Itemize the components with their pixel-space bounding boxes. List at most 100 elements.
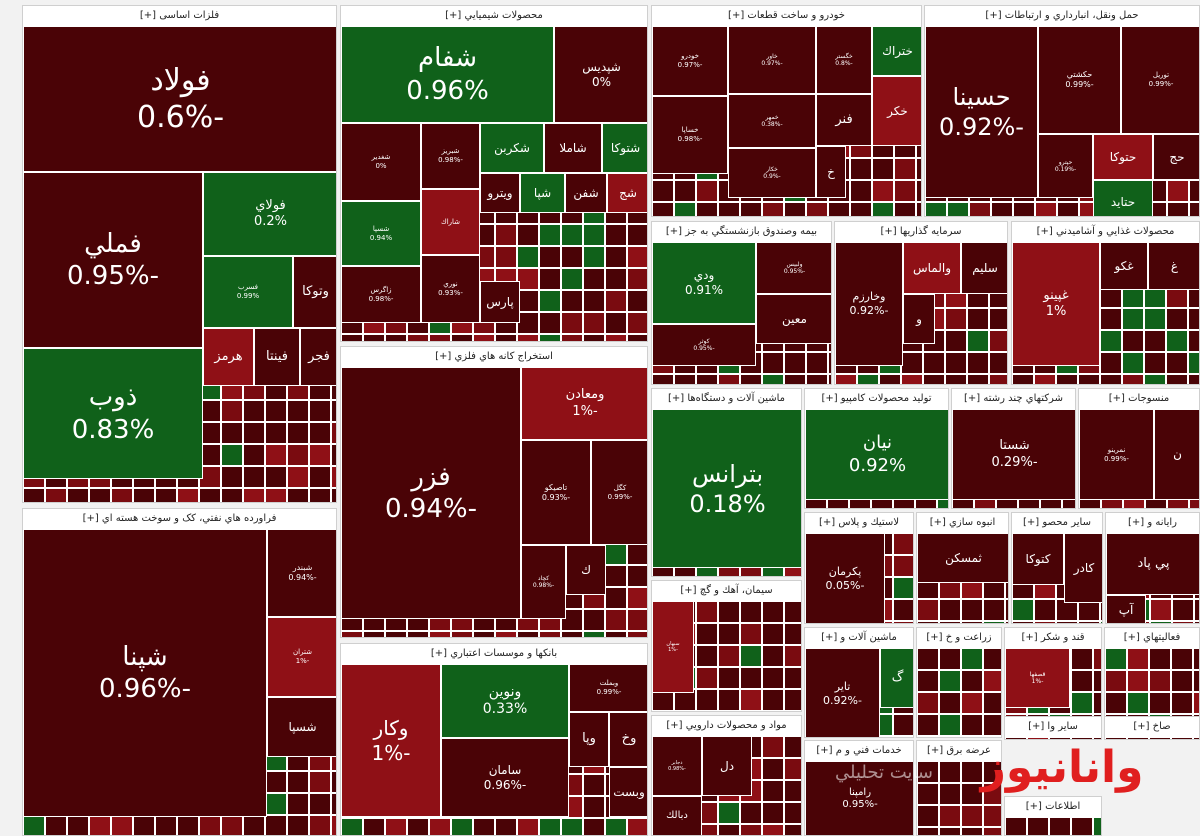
sector-title[interactable]: ساير محصو [+] bbox=[1012, 513, 1102, 533]
sector-title[interactable]: منسوجات [+] bbox=[1079, 389, 1199, 409]
stock-cell[interactable]: وبملت -0.99% bbox=[569, 664, 647, 712]
sector-title[interactable]: سرمايه گذاريها [+] bbox=[835, 222, 1007, 242]
stock-cell[interactable]: شبندر -0.94% bbox=[267, 529, 336, 617]
sector-title[interactable]: فراورده هاي نفتي، كک و سوخت هسته اي [+] bbox=[23, 509, 336, 529]
stock-cell[interactable]: ن bbox=[1154, 409, 1199, 500]
sector-title[interactable]: محصولات غذايي و آشاميدني [+] bbox=[1012, 222, 1199, 242]
sector-title[interactable]: فلزات اساسی [+] bbox=[23, 6, 336, 26]
stock-cell[interactable]: شپا bbox=[520, 173, 565, 213]
stock-cell[interactable]: بترانس 0.18% bbox=[652, 409, 801, 568]
stock-cell[interactable]: پارس bbox=[480, 281, 520, 323]
stock-cell[interactable]: نيان 0.92% bbox=[805, 409, 948, 500]
sector-title[interactable]: محصولات شيميايي [+] bbox=[341, 6, 647, 26]
stock-cell[interactable]: دبالك bbox=[652, 796, 702, 835]
sector-title[interactable]: فعاليتهاي [+] bbox=[1105, 628, 1199, 648]
stock-cell[interactable]: شتران -1% bbox=[267, 617, 336, 697]
stock-cell[interactable]: فينتا bbox=[254, 328, 300, 386]
stock-cell[interactable]: ذوب 0.83% bbox=[23, 348, 203, 479]
stock-cell[interactable]: كادر bbox=[1064, 533, 1102, 603]
stock-cell[interactable]: فنر bbox=[816, 94, 872, 146]
stock-cell[interactable]: شسپا bbox=[267, 697, 336, 757]
stock-cell[interactable]: خودرو -0.97% bbox=[652, 26, 728, 96]
stock-cell[interactable]: كتوكا bbox=[1012, 533, 1064, 585]
sector-title[interactable]: خودرو و ساخت قطعات [+] bbox=[652, 6, 921, 26]
stock-cell[interactable]: شفام 0.96% bbox=[341, 26, 554, 123]
stock-cell[interactable]: حكشتي -0.99% bbox=[1038, 26, 1121, 134]
stock-cell[interactable]: دل bbox=[702, 736, 752, 796]
stock-cell[interactable]: ثمسكن bbox=[917, 533, 1008, 583]
stock-cell[interactable]: ولبيس -0.95% bbox=[756, 242, 831, 294]
sector-title[interactable]: توليد محصولات كامپيو [+] bbox=[805, 389, 948, 409]
stock-cell[interactable]: فجر bbox=[300, 328, 336, 386]
stock-cell[interactable]: خگستر -0.8% bbox=[816, 26, 872, 94]
sector-title[interactable]: مواد و محصولات دارويي [+] bbox=[652, 716, 801, 736]
stock-cell[interactable]: تاصيكو -0.93% bbox=[521, 440, 591, 545]
stock-cell[interactable]: شپديس 0% bbox=[554, 26, 647, 123]
sector-title[interactable]: زراعت و خ [+] bbox=[917, 628, 1001, 648]
stock-cell[interactable]: ونوين 0.33% bbox=[441, 664, 569, 738]
stock-cell[interactable]: وخارزم -0.92% bbox=[835, 242, 903, 366]
stock-cell[interactable]: گ bbox=[880, 648, 913, 708]
stock-cell[interactable]: خكار -0.9% bbox=[728, 148, 816, 198]
stock-cell[interactable]: شاملا bbox=[544, 123, 602, 173]
stock-cell[interactable]: شج bbox=[607, 173, 647, 213]
stock-cell[interactable]: سبهان -1% bbox=[652, 601, 694, 693]
stock-cell[interactable]: وخ bbox=[609, 712, 647, 767]
stock-cell[interactable]: ويترو bbox=[480, 173, 520, 213]
stock-cell[interactable]: غپينو 1% bbox=[1012, 242, 1100, 366]
stock-cell[interactable]: سليم bbox=[961, 242, 1007, 294]
stock-cell[interactable]: رامپنا -0.95% bbox=[805, 761, 913, 835]
stock-cell[interactable]: خكر bbox=[872, 76, 921, 146]
stock-cell[interactable]: پكرمان -0.05% bbox=[805, 533, 885, 623]
stock-cell[interactable]: قصفها -1% bbox=[1005, 648, 1070, 708]
stock-cell[interactable]: فسرب 0.99% bbox=[203, 256, 293, 328]
stock-cell[interactable]: كچاد -0.98% bbox=[521, 545, 566, 619]
stock-cell[interactable]: والماس bbox=[903, 242, 961, 294]
stock-cell[interactable]: وكار -1% bbox=[341, 664, 441, 817]
sector-title[interactable]: سيمان، آهك و گچ [+] bbox=[652, 581, 801, 601]
sector-title[interactable]: حمل ونقل، انبارداري و ارتباطات [+] bbox=[925, 6, 1199, 26]
sector-title[interactable]: استخراج كانه هاي فلزي [+] bbox=[341, 347, 647, 367]
sector-title[interactable]: صاخ [+] bbox=[1105, 717, 1199, 737]
sector-title[interactable]: ماشين آلات و [+] bbox=[805, 628, 913, 648]
stock-cell[interactable]: نوري -0.93% bbox=[421, 255, 480, 323]
stock-cell[interactable]: وتوكا bbox=[293, 256, 336, 328]
stock-cell[interactable]: خ bbox=[816, 146, 846, 198]
stock-cell[interactable]: فولاي 0.2% bbox=[203, 172, 336, 256]
stock-cell[interactable]: فولاد -0.6% bbox=[23, 26, 336, 172]
stock-cell[interactable]: شغدير 0% bbox=[341, 123, 421, 201]
stock-cell[interactable]: حپترو -0.19% bbox=[1038, 134, 1093, 198]
stock-cell[interactable]: ومعادن -1% bbox=[521, 367, 647, 440]
stock-cell[interactable]: تاير -0.92% bbox=[805, 648, 880, 737]
stock-cell[interactable]: خساپا -0.98% bbox=[652, 96, 728, 174]
stock-cell[interactable]: وپا bbox=[569, 712, 609, 767]
stock-cell[interactable]: ودي 0.91% bbox=[652, 242, 756, 324]
stock-cell[interactable]: فملي -0.95% bbox=[23, 172, 203, 348]
sector-title[interactable]: ماشين آلات و دستگاه‌ها [+] bbox=[652, 389, 801, 409]
sector-title[interactable]: خدمات فني و م [+] bbox=[805, 741, 913, 761]
stock-cell[interactable]: شکربن bbox=[480, 123, 544, 173]
sector-title[interactable]: بانكها و موسسات اعتباري [+] bbox=[341, 644, 647, 664]
stock-cell[interactable]: شسپا 0.94% bbox=[341, 201, 421, 266]
stock-cell[interactable]: شتوكا bbox=[602, 123, 647, 173]
stock-cell[interactable]: حتايد bbox=[1093, 180, 1153, 216]
stock-cell[interactable]: سامان -0.96% bbox=[441, 738, 569, 817]
stock-cell[interactable]: شفن bbox=[565, 173, 607, 213]
sector-title[interactable]: رايانه و [+] bbox=[1106, 513, 1199, 533]
stock-cell[interactable]: ختراك bbox=[872, 26, 921, 76]
stock-cell[interactable]: و bbox=[903, 294, 935, 344]
stock-cell[interactable]: شاراك bbox=[421, 189, 480, 255]
stock-cell[interactable]: معين bbox=[756, 294, 831, 344]
stock-cell[interactable]: توريل -0.99% bbox=[1121, 26, 1199, 134]
stock-cell[interactable]: وبست bbox=[609, 767, 647, 817]
stock-cell[interactable]: فزر -0.94% bbox=[341, 367, 521, 619]
stock-cell[interactable]: حتوكا bbox=[1093, 134, 1153, 180]
stock-cell[interactable]: كوثر -0.95% bbox=[652, 324, 756, 366]
stock-cell[interactable]: پي پاد bbox=[1106, 533, 1199, 595]
stock-cell[interactable]: دجابر -0.98% bbox=[652, 736, 702, 796]
sector-title[interactable]: انبوه سازي [+] bbox=[917, 513, 1008, 533]
sector-title[interactable]: شركتهاي چند رشته [+] bbox=[952, 389, 1075, 409]
sector-title[interactable]: قند و شكر [+] bbox=[1005, 628, 1101, 648]
stock-cell[interactable]: حج bbox=[1153, 134, 1199, 180]
stock-cell[interactable]: ك bbox=[566, 545, 606, 595]
